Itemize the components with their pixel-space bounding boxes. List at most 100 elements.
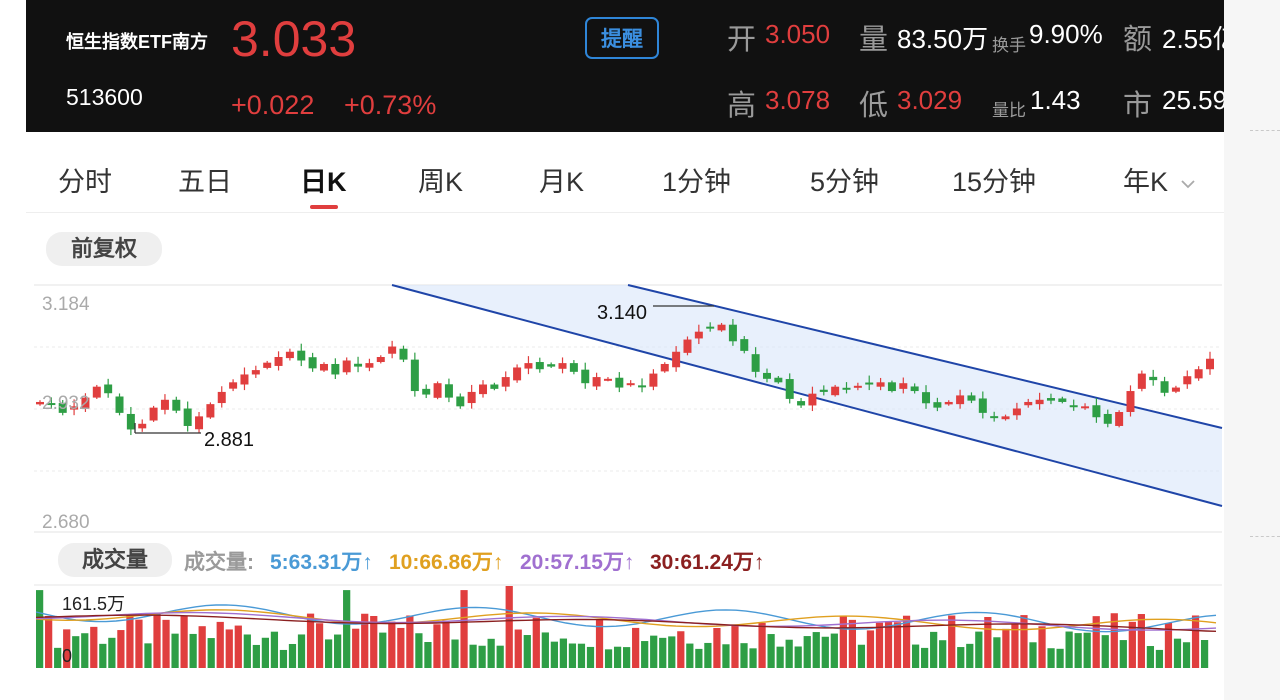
volume-bar xyxy=(1029,642,1037,668)
volume-bar xyxy=(713,628,721,668)
volume-bar xyxy=(993,637,1001,668)
volume-legend-label: 成交量: xyxy=(184,551,254,574)
volume-bar xyxy=(315,623,324,668)
volume-bar xyxy=(279,649,288,668)
volume-bar xyxy=(731,624,739,668)
candle-body xyxy=(138,423,147,429)
candle-body xyxy=(1092,405,1101,418)
adjust-mode-button[interactable]: 前复权 xyxy=(46,232,162,266)
volume-bar xyxy=(379,632,387,668)
candle-body xyxy=(422,388,431,395)
volume-bar xyxy=(1065,631,1073,668)
volume-bar xyxy=(893,622,902,668)
volume-bar xyxy=(370,615,378,668)
candle-body xyxy=(774,377,783,383)
volume-bar xyxy=(550,641,558,668)
volume-bar xyxy=(1173,638,1182,668)
tab-five-day[interactable]: 五日 xyxy=(178,167,232,197)
volume-chart[interactable]: 161.5万 0 xyxy=(26,584,1224,684)
up-arrow-icon: ↑ xyxy=(753,551,765,574)
volume-bar xyxy=(361,613,369,668)
volume-bar xyxy=(902,615,911,668)
volume-bar xyxy=(180,615,188,668)
volume-bar xyxy=(153,613,161,668)
candle-body xyxy=(1046,398,1055,401)
volume-bar xyxy=(948,615,956,668)
volume-bar xyxy=(704,642,712,668)
volume-bar xyxy=(821,636,829,668)
volume-bar xyxy=(216,621,224,668)
chevron-down-icon xyxy=(1180,180,1195,189)
up-arrow-icon: ↑ xyxy=(362,551,373,574)
tab-yearly-k[interactable]: 年K xyxy=(1123,160,1196,199)
remind-button[interactable]: 提醒 xyxy=(585,17,659,59)
volume-bar xyxy=(650,635,658,668)
candle-body xyxy=(376,357,385,363)
tab-15-minute[interactable]: 15分钟 xyxy=(952,167,1037,197)
volume-ma10: 10:66.86万↑ xyxy=(389,546,503,576)
volume-bar xyxy=(261,637,269,668)
volume-value: 83.50万 xyxy=(897,24,989,54)
candle-body xyxy=(1126,391,1135,412)
volume-bar xyxy=(505,586,513,668)
tab-yearly-k-label: 年K xyxy=(1123,167,1169,197)
open-value: 3.050 xyxy=(765,19,831,49)
candle-body xyxy=(603,378,612,381)
volume-indicator-button[interactable]: 成交量 xyxy=(58,543,172,577)
candles xyxy=(36,319,1214,436)
stock-name: 恒生指数ETF南方 xyxy=(66,32,208,52)
candle-body xyxy=(297,350,306,361)
quote-header: 恒生指数ETF南方 513600 3.033 +0.022 +0.73% 提醒 … xyxy=(26,0,1224,132)
tab-monthly-k[interactable]: 月K xyxy=(539,167,585,197)
candle-body xyxy=(1115,412,1124,426)
tab-1-minute[interactable]: 1分钟 xyxy=(662,167,732,197)
volume-bar xyxy=(957,647,965,668)
volume-zero-label: 0 xyxy=(62,646,72,666)
y-axis-label-bottom: 2.680 xyxy=(42,512,90,533)
tab-intraday[interactable]: 分时 xyxy=(58,167,112,197)
candle-body xyxy=(1103,413,1112,424)
tab-5-minute[interactable]: 5分钟 xyxy=(810,167,880,197)
volume-bar xyxy=(812,632,820,668)
candle-body xyxy=(160,399,169,410)
volume-bar xyxy=(72,636,80,668)
volume-bar xyxy=(632,627,640,668)
candle-body xyxy=(115,396,124,413)
volume-bar xyxy=(45,615,53,668)
volume-bar xyxy=(451,639,459,668)
volume-bar xyxy=(659,637,667,668)
volume-bar xyxy=(939,640,947,668)
volume-bar xyxy=(478,645,486,668)
candle-body xyxy=(1012,408,1021,416)
candle-body xyxy=(649,373,658,387)
candle-body xyxy=(251,370,260,375)
volume-bar xyxy=(532,617,540,668)
candle-body xyxy=(740,339,749,351)
candle-body xyxy=(444,384,453,398)
volume-bar xyxy=(686,643,694,668)
volume-bar xyxy=(595,620,604,668)
candlestick-chart[interactable]: 3.184 2.932 2.680 3.140 2.881 xyxy=(26,282,1224,542)
volume-bar xyxy=(406,615,414,668)
chart-grid xyxy=(34,284,1222,533)
amount-value: 2.55亿 xyxy=(1162,24,1224,54)
candle-body xyxy=(887,382,896,392)
candle-body xyxy=(1081,406,1090,409)
volume-bar xyxy=(234,625,242,668)
volume-bar xyxy=(1047,648,1055,668)
volume-bar xyxy=(984,617,992,668)
volume-bar xyxy=(1083,632,1091,668)
candle-body xyxy=(149,407,158,421)
candle-body xyxy=(853,385,862,388)
volume-bar xyxy=(352,628,360,668)
tab-daily-k[interactable]: 日K xyxy=(300,167,347,197)
volume-bar xyxy=(63,629,71,668)
tab-weekly-k[interactable]: 周K xyxy=(418,167,464,197)
volume-bar xyxy=(397,627,405,668)
candle-body xyxy=(956,395,965,405)
candle-body xyxy=(1137,373,1146,389)
volume-bar xyxy=(1191,615,1200,668)
candle-body xyxy=(876,382,885,387)
candle-body xyxy=(842,387,851,390)
candle-body xyxy=(672,351,681,368)
